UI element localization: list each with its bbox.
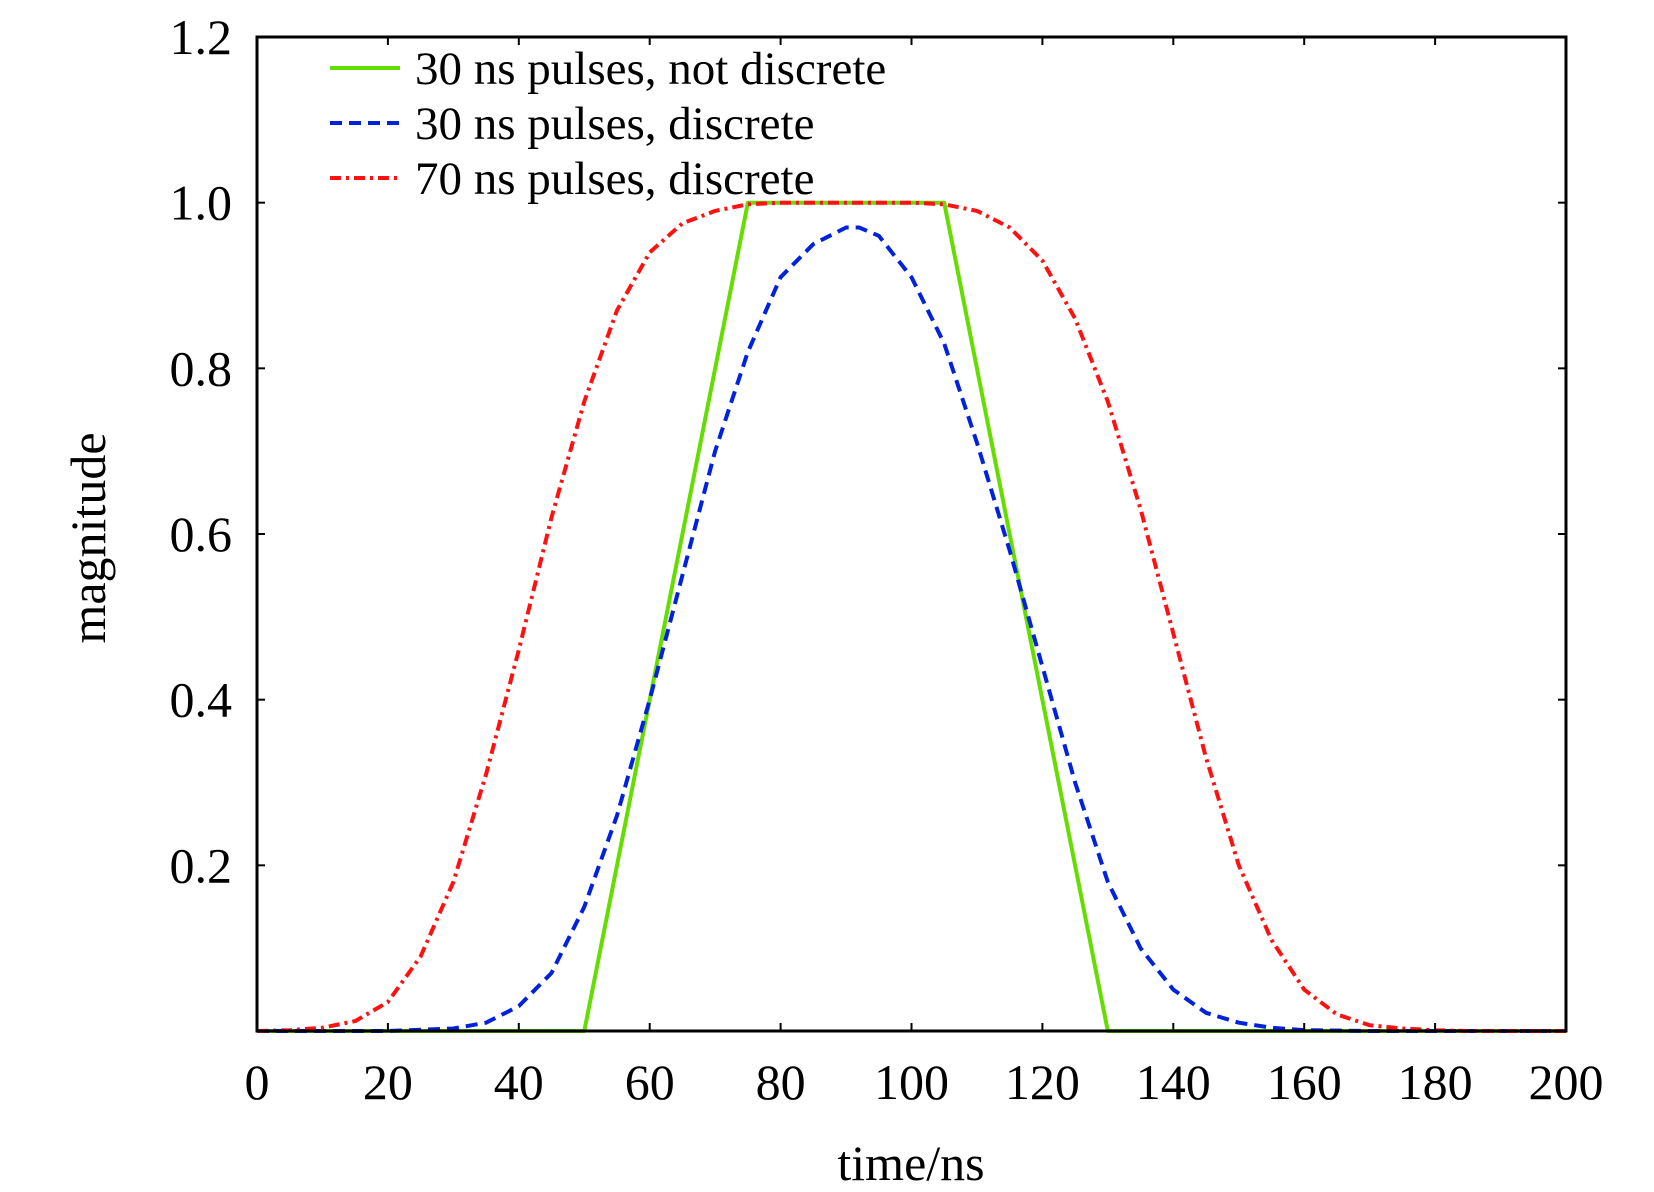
y-tick-label: 1.0 [170, 175, 233, 231]
tick-layer [256, 36, 1567, 1031]
y-tick-label: 0.8 [170, 340, 233, 396]
series-line-1 [257, 225, 1566, 1033]
x-tick-label: 140 [1136, 1054, 1211, 1110]
x-tick-label: 20 [363, 1054, 413, 1110]
x-tick-label: 80 [756, 1054, 806, 1110]
y-tick-label: 0.6 [170, 506, 233, 562]
x-tick-label: 160 [1267, 1054, 1342, 1110]
x-axis-label: time/ns [837, 1135, 984, 1191]
y-tick-label: 0.4 [170, 672, 233, 728]
x-tick-label: 200 [1529, 1054, 1604, 1110]
ticklabel-layer: 0 20 40 60 80 100 120 140 160 180 200 0.2 0.4 0.6 0.8 1… [170, 9, 1604, 1110]
x-tick-label: 120 [1005, 1054, 1080, 1110]
series-line-2 [256, 200, 1566, 1033]
x-tick-label: 60 [625, 1054, 675, 1110]
legend-label-0: 30 ns pulses, not discrete [415, 43, 886, 95]
legend-label-2: 70 ns pulses, discrete [415, 153, 814, 205]
x-tick-label: 100 [874, 1054, 949, 1110]
legend-label-1: 30 ns pulses, discrete [415, 98, 814, 150]
x-tick-label: 180 [1398, 1054, 1473, 1110]
y-axis-label: magnitude [60, 432, 116, 643]
x-tick-label: 40 [494, 1054, 544, 1110]
x-tick-label: 0 [245, 1054, 270, 1110]
y-tick-label: 1.2 [170, 9, 233, 65]
y-tick-label: 0.2 [170, 837, 233, 893]
